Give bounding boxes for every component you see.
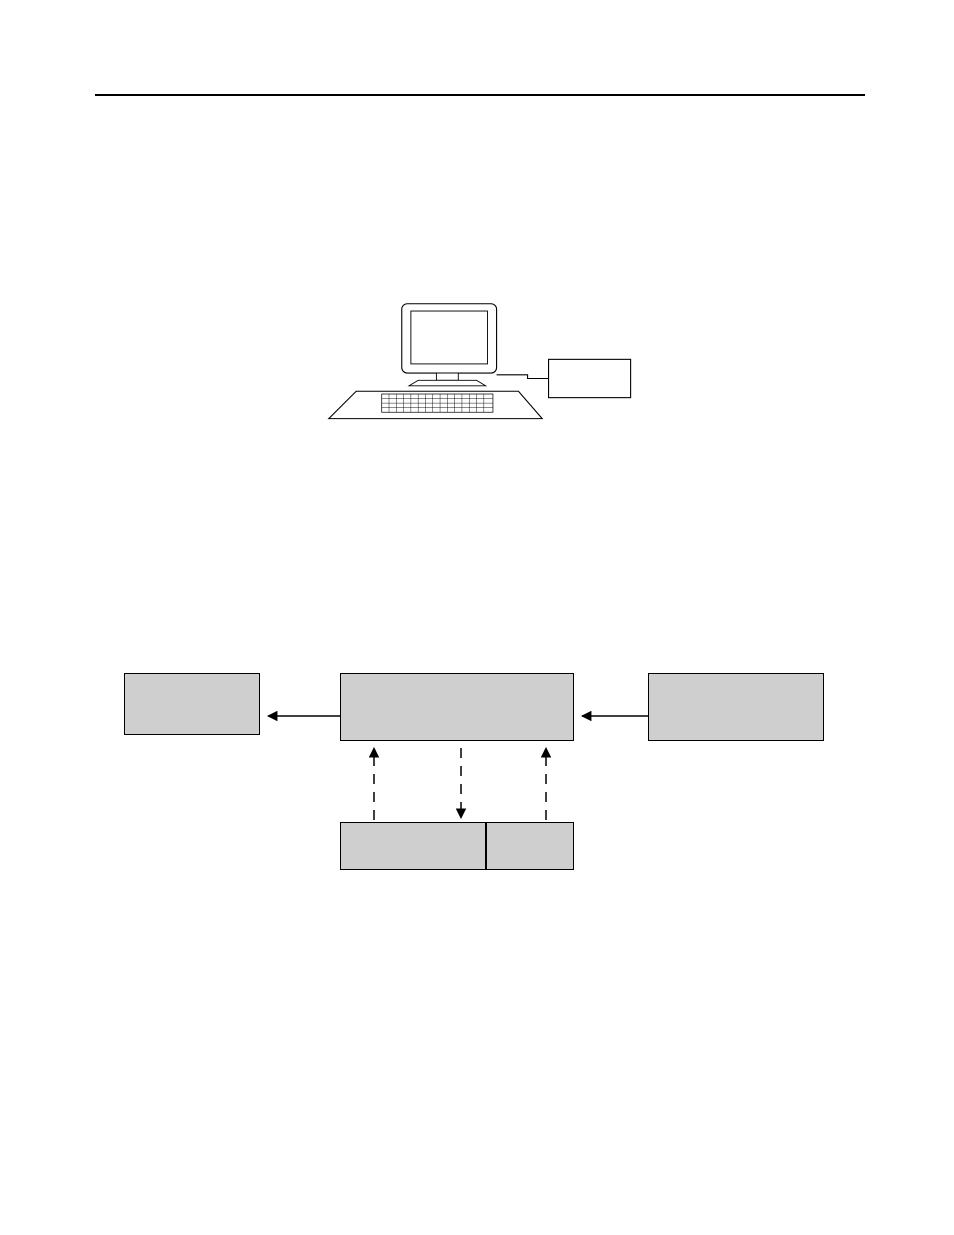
flow-arrows — [0, 0, 954, 1235]
page — [0, 0, 954, 1235]
